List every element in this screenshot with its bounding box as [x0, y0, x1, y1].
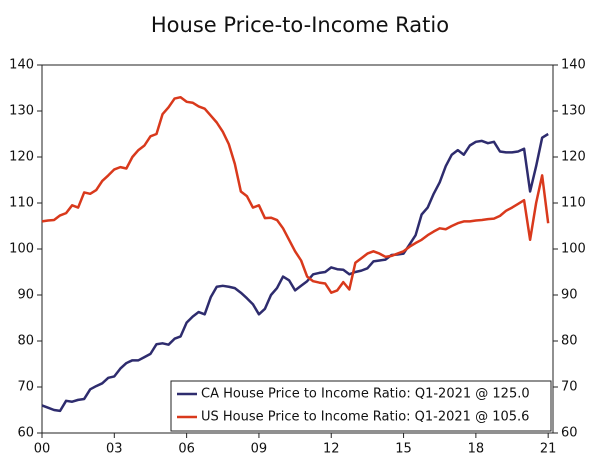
chart-title: House Price-to-Income Ratio [151, 13, 449, 37]
y-tick-label: 120 [9, 150, 34, 165]
y2-tick-label: 110 [561, 196, 586, 211]
y-tick-label: 110 [9, 196, 34, 211]
y2-tick-label: 90 [561, 288, 578, 303]
y-tick-label: 90 [17, 288, 34, 303]
y-tick-label: 70 [17, 380, 34, 395]
y2-tick-label: 70 [561, 380, 578, 395]
y-tick-label: 140 [9, 58, 34, 73]
x-tick-label: 12 [323, 442, 340, 457]
x-tick-label: 21 [540, 442, 557, 457]
y2-tick-label: 60 [561, 426, 578, 441]
x-tick-label: 00 [34, 442, 51, 457]
legend-label: CA House Price to Income Ratio: Q1-2021 … [201, 387, 530, 402]
x-tick-label: 09 [251, 442, 268, 457]
x-tick-label: 06 [178, 442, 195, 457]
y2-tick-label: 120 [561, 150, 586, 165]
x-tick-label: 18 [468, 442, 485, 457]
x-tick-label: 03 [106, 442, 123, 457]
y2-tick-label: 80 [561, 334, 578, 349]
y2-tick-label: 130 [561, 104, 586, 119]
x-tick-label: 15 [395, 442, 412, 457]
y-tick-label: 100 [9, 242, 34, 257]
legend-box [170, 380, 552, 432]
y-tick-label: 60 [17, 426, 34, 441]
y-tick-label: 80 [17, 334, 34, 349]
series-line [41, 95, 550, 294]
plot-frame [41, 64, 554, 434]
y-tick-label: 130 [9, 104, 34, 119]
series-line [41, 132, 549, 413]
legend-label: US House Price to Income Ratio: Q1-2021 … [201, 410, 529, 425]
y2-tick-label: 140 [561, 58, 586, 73]
y2-tick-label: 100 [561, 242, 586, 257]
